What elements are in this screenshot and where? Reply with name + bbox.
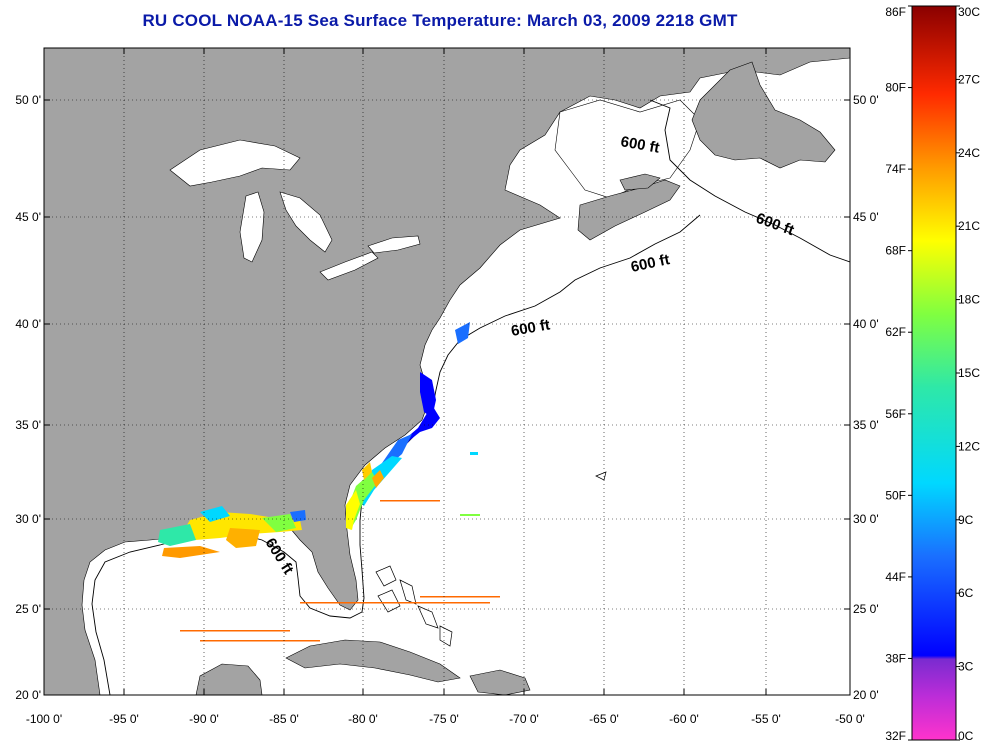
colorbar-c-label: 12C xyxy=(958,439,980,453)
colorbar-f-label: 38F xyxy=(885,651,906,665)
colorbar-f-label: 80F xyxy=(885,81,906,95)
land-nova-scotia xyxy=(577,179,681,241)
lon-label: -85 0' xyxy=(269,712,299,726)
colorbar-c-label: 9C xyxy=(958,513,974,527)
lake-erie xyxy=(319,251,379,281)
plot-frame xyxy=(43,47,851,696)
colorbar-c-label: 30C xyxy=(958,5,980,19)
longitude-labels: -100 0' -95 0' -90 0' -85 0' -80 0' -75 0' -70… xyxy=(26,712,865,726)
lake-superior xyxy=(169,139,301,187)
colorbar-f-label: 32F xyxy=(885,729,906,743)
lat-label-right: 30 0' xyxy=(853,512,879,526)
colorbar-c-label: 27C xyxy=(958,72,980,86)
colorbar-f-label: 50F xyxy=(885,488,906,502)
lon-label: -80 0' xyxy=(348,712,378,726)
colorbar-c-label: 0C xyxy=(958,729,974,743)
lon-label: -55 0' xyxy=(751,712,781,726)
colorbar: 86F 80F 74F 68F 62F 56F 50F 44F 38F 32F 30C 27C 24C… xyxy=(885,5,980,743)
contour-label-mid-atlantic: 600 ft xyxy=(510,316,552,340)
colorbar-c-label: 3C xyxy=(958,660,974,674)
sst-sparse-warm xyxy=(180,452,500,642)
colorbar-f-label: 44F xyxy=(885,570,906,584)
colorbar-celsius-labels: 30C 27C 24C 21C 18C 15C 12C 9C 6C 3C 0C xyxy=(956,5,980,743)
land-yucatan xyxy=(195,663,263,695)
lat-label: 50 0' xyxy=(15,93,41,107)
sst-data-overlay xyxy=(158,322,470,558)
lat-label-right: 50 0' xyxy=(853,93,879,107)
colorbar-fahrenheit-labels: 86F 80F 74F 68F 62F 56F 50F 44F 38F 32F xyxy=(885,5,912,743)
map-plot-area xyxy=(44,48,850,695)
lon-label: -50 0' xyxy=(835,712,865,726)
lat-label: 35 0' xyxy=(15,418,41,432)
lat-label: 25 0' xyxy=(15,602,41,616)
lat-label-right: 35 0' xyxy=(853,418,879,432)
colorbar-f-label: 68F xyxy=(885,244,906,258)
lake-ontario xyxy=(367,235,421,254)
lat-label-right: 40 0' xyxy=(853,317,879,331)
land-cuba xyxy=(285,639,461,683)
lon-label: -60 0' xyxy=(669,712,699,726)
lat-label-right: 45 0' xyxy=(853,210,879,224)
lon-label: -100 0' xyxy=(26,712,62,726)
lat-label-right: 25 0' xyxy=(853,602,879,616)
colorbar-scale xyxy=(911,5,957,741)
lat-label: 45 0' xyxy=(15,210,41,224)
colorbar-f-label: 62F xyxy=(885,325,906,339)
colorbar-c-label: 6C xyxy=(958,586,974,600)
colorbar-c-label: 15C xyxy=(958,366,980,380)
gulf-st-lawrence xyxy=(554,99,701,199)
colorbar-c-label: 24C xyxy=(958,146,980,160)
lat-label: 30 0' xyxy=(15,512,41,526)
map-title: RU COOL NOAA-15 Sea Surface Temperature:… xyxy=(142,11,738,30)
lon-label: -75 0' xyxy=(429,712,459,726)
colorbar-c-label: 21C xyxy=(958,219,980,233)
lon-label: -95 0' xyxy=(109,712,139,726)
contour-label-gulf: 600 ft xyxy=(619,133,661,157)
latitude-labels: 50 0' 50 0' 45 0' 45 0' 40 0' 40 0' 35 0' 35 0'… xyxy=(15,93,878,702)
lat-label-right: 20 0' xyxy=(853,688,879,702)
land-pei xyxy=(619,173,661,191)
colorbar-f-label: 86F xyxy=(885,5,906,19)
land-hispaniola xyxy=(469,669,531,695)
land-newfoundland xyxy=(691,61,836,169)
lon-label: -70 0' xyxy=(509,712,539,726)
lat-label: 40 0' xyxy=(15,317,41,331)
lake-michigan xyxy=(239,191,265,263)
colorbar-c-label: 18C xyxy=(958,293,980,307)
colorbar-f-label: 74F xyxy=(885,162,906,176)
lake-huron xyxy=(279,191,333,253)
lat-label: 20 0' xyxy=(15,688,41,702)
colorbar-f-label: 56F xyxy=(885,407,906,421)
bahamas xyxy=(375,471,607,647)
axis-ticks xyxy=(43,48,851,696)
lon-label: -65 0' xyxy=(589,712,619,726)
lon-label: -90 0' xyxy=(189,712,219,726)
